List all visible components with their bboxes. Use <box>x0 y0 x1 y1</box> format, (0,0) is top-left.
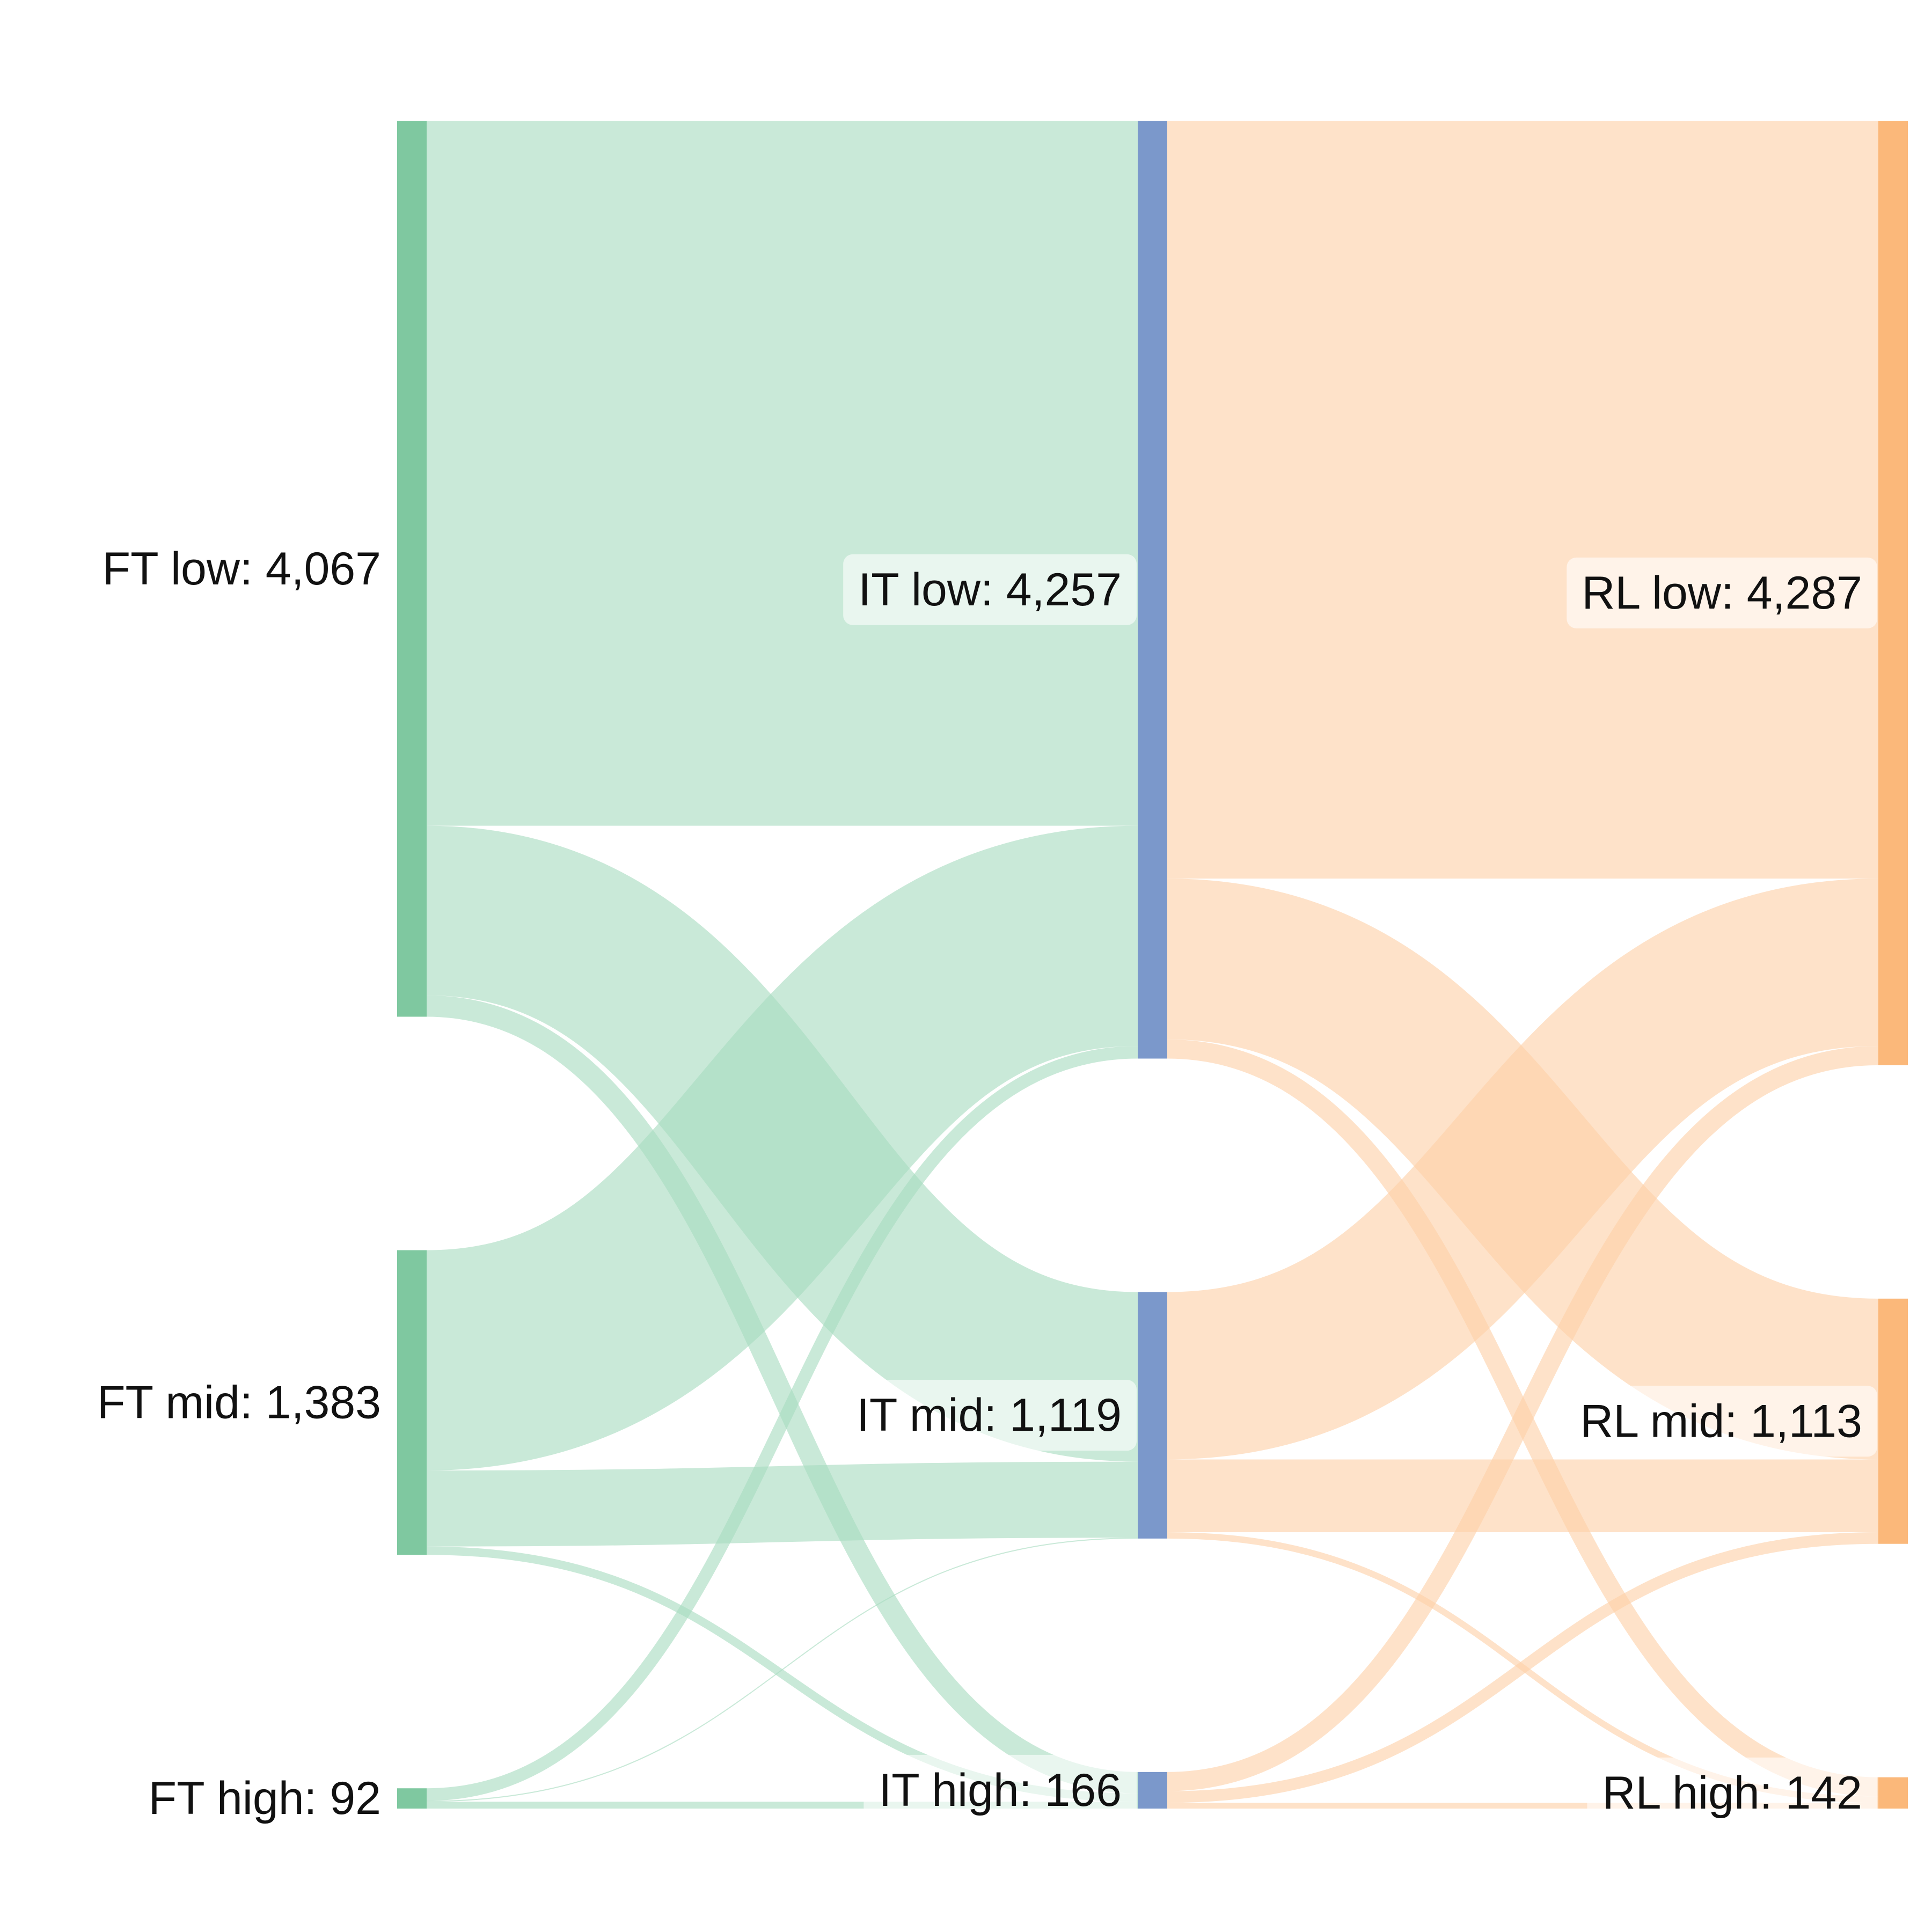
node-label-bg-rl_high <box>1587 1757 1877 1828</box>
node-label-rl_mid: RL mid: 1,113 <box>1580 1395 1862 1447</box>
node-ft_high <box>397 1788 427 1809</box>
node-label-ft_mid: FT mid: 1,383 <box>97 1377 381 1428</box>
node-label-rl_high: RL high: 142 <box>1602 1767 1862 1819</box>
node-label-bg-it_low <box>843 554 1137 625</box>
sankey-labels: FT low: 4,067 FT mid: 1,383 FT high: 92 IT … <box>97 543 1877 1828</box>
node-label-rl_low: RL low: 4,287 <box>1582 567 1862 619</box>
node-rl_mid <box>1878 1298 1908 1544</box>
node-rl_low <box>1878 121 1908 1065</box>
node-label-bg-it_mid <box>841 1380 1137 1451</box>
link-ft_mid-it_mid <box>426 1461 1138 1547</box>
sankey-links <box>425 120 1880 1809</box>
link-it_high-rl_low <box>1167 1046 1879 1791</box>
node-it_high <box>1138 1772 1167 1809</box>
node-ft_low <box>397 121 427 1017</box>
link-it_high-rl_mid <box>1167 1532 1879 1803</box>
sankey-nodes <box>397 121 1908 1809</box>
node-label-ft_high: FT high: 92 <box>149 1773 381 1824</box>
node-label-ft_low: FT low: 4,067 <box>103 543 381 595</box>
node-rl_high <box>1878 1777 1908 1809</box>
link-it_mid-rl_low <box>1166 879 1880 1460</box>
node-label-it_low: IT low: 4,257 <box>858 564 1122 616</box>
node-ft_mid <box>397 1250 427 1555</box>
node-it_low <box>1138 121 1167 1059</box>
node-label-it_high: IT high: 166 <box>879 1765 1122 1816</box>
node-label-bg-rl_low <box>1567 557 1877 628</box>
link-ft_high-it_mid <box>426 1538 1138 1802</box>
link-ft_mid-it_low <box>425 825 1140 1471</box>
link-ft_low-it_high <box>426 995 1138 1794</box>
node-label-bg-rl_mid <box>1565 1386 1877 1457</box>
link-ft_high-it_low <box>426 1046 1138 1801</box>
node-label-it_mid: IT mid: 1,119 <box>857 1389 1122 1441</box>
node-label-bg-it_high <box>863 1754 1137 1826</box>
node-it_mid <box>1138 1292 1167 1539</box>
